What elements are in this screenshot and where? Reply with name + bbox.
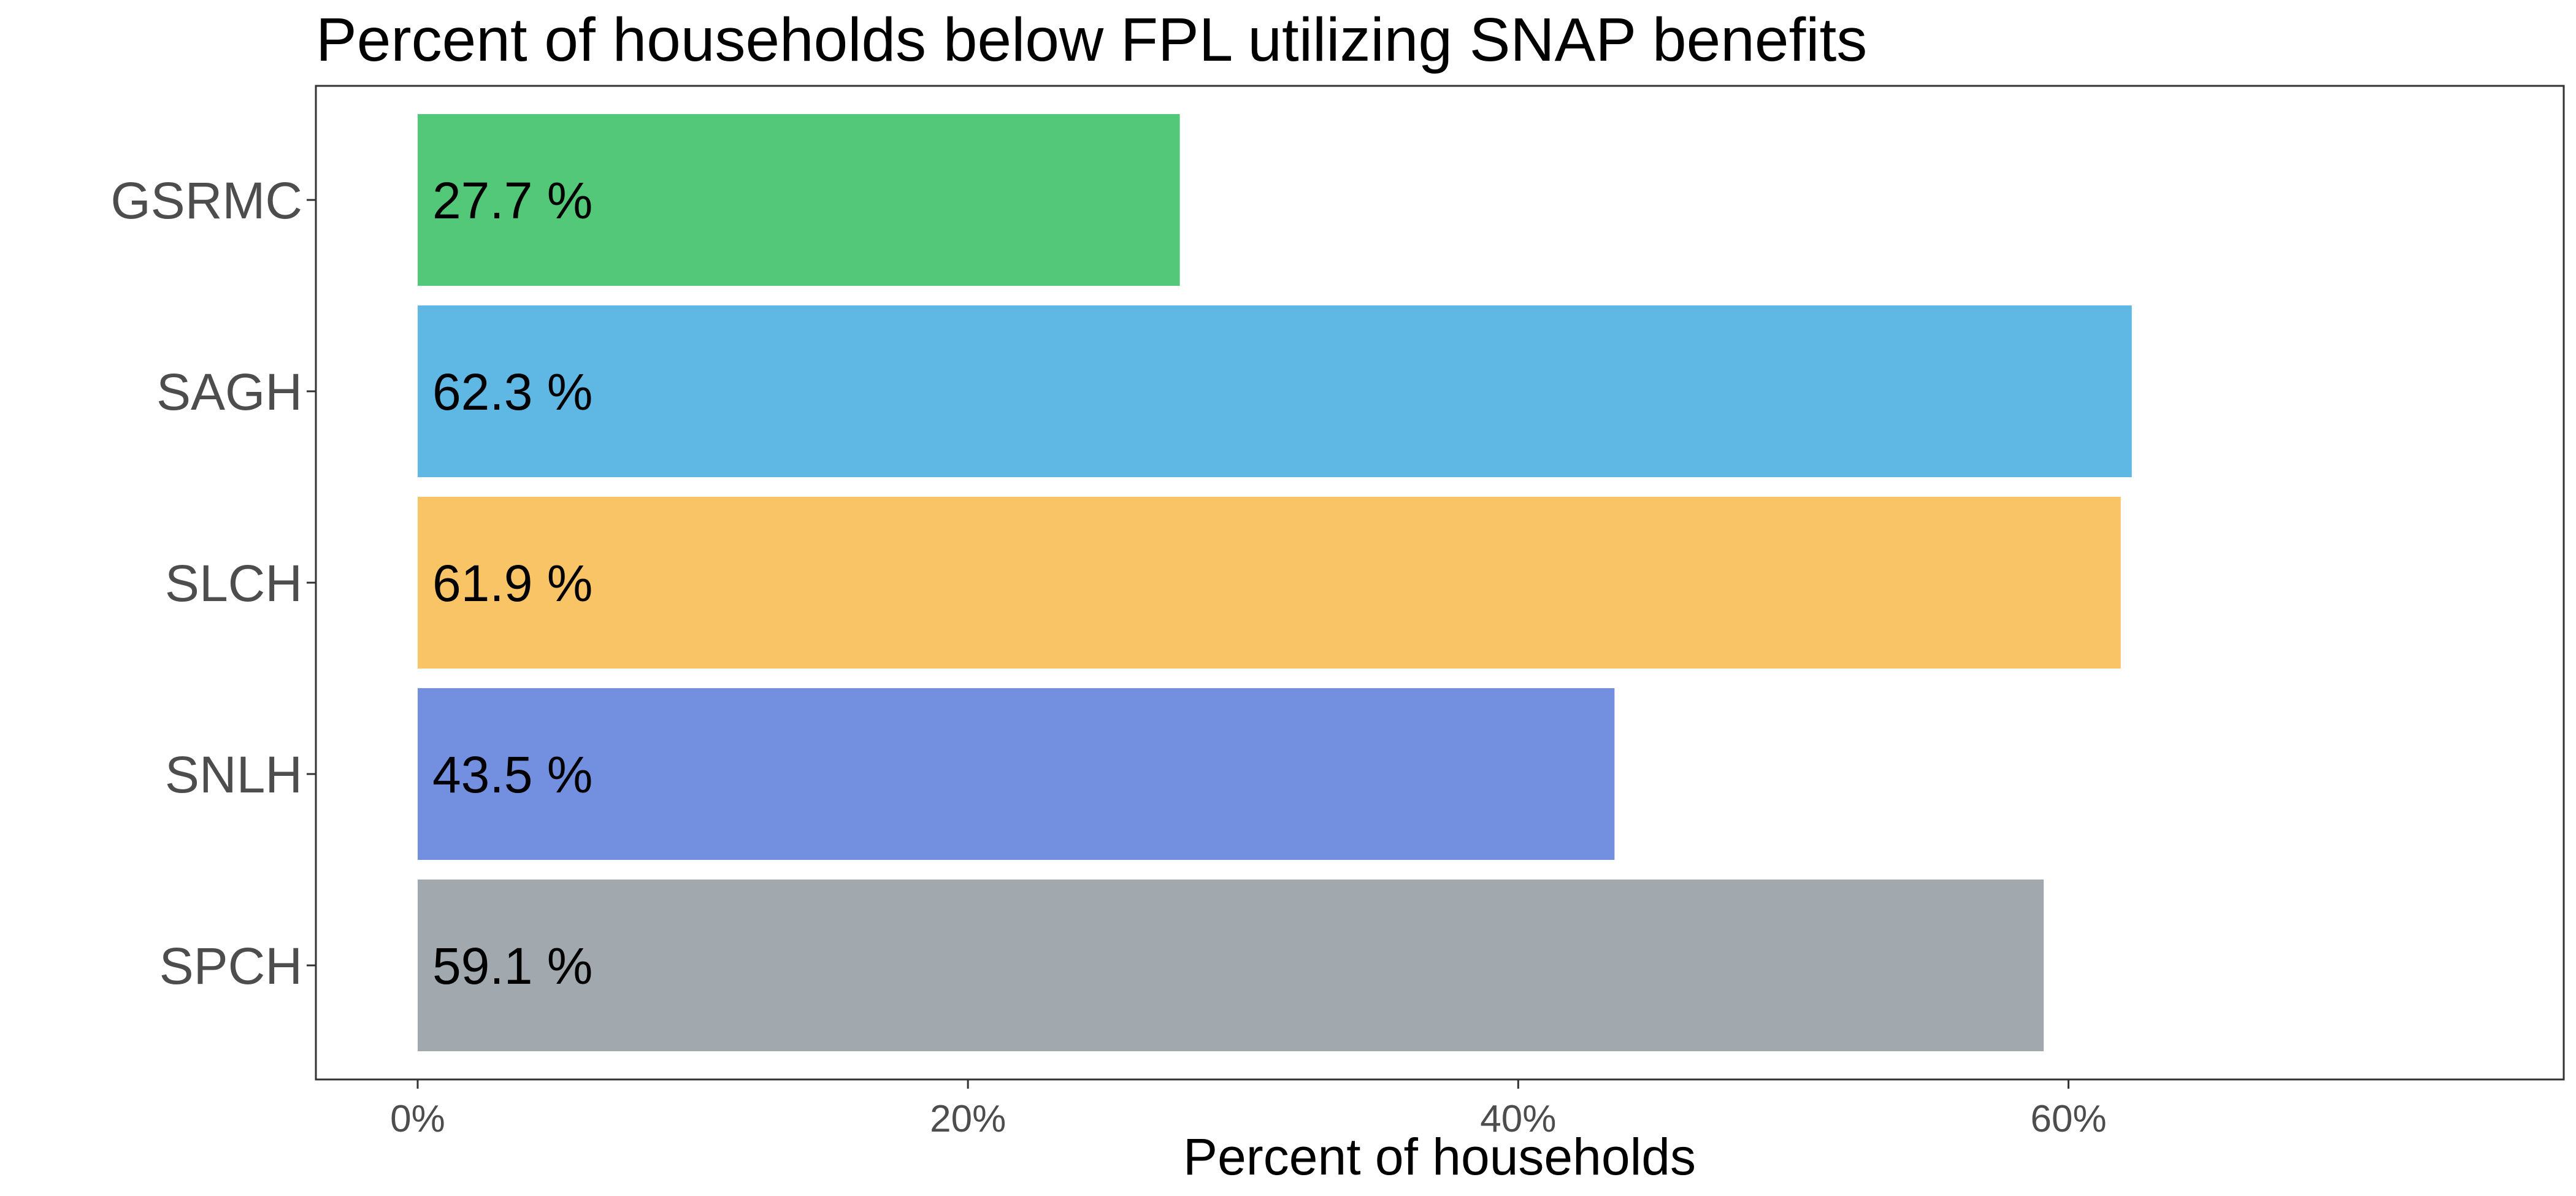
bar-label-snlh: 43.5 %: [432, 746, 593, 803]
x-tick-label-60: 60%: [2030, 1098, 2106, 1140]
x-tick-label-20: 20%: [930, 1098, 1006, 1140]
bar-sagh: [417, 305, 2132, 477]
y-tick-label-gsrmc: GSRMC: [110, 172, 302, 229]
x-tick-label-0: 0%: [390, 1098, 445, 1140]
bar-spch: [417, 880, 2044, 1051]
bar-label-slch: 61.9 %: [432, 554, 593, 612]
y-tick-label-slch: SLCH: [165, 554, 302, 612]
y-axis: GSRMC SAGH SLCH SNLH SPCH: [110, 172, 316, 995]
chart-title: Percent of households below FPL utilizin…: [316, 6, 1868, 74]
x-tick-label-40: 40%: [1480, 1098, 1556, 1140]
bars-layer: 27.7 % 62.3 % 61.9 % 43.5 % 59.1 %: [417, 114, 2132, 1051]
bar-slch: [417, 497, 2121, 669]
bar-gsrmc: [417, 114, 1180, 286]
y-tick-label-spch: SPCH: [159, 937, 302, 995]
x-axis-title: Percent of households: [1183, 1128, 1696, 1186]
bar-label-spch: 59.1 %: [432, 937, 593, 995]
y-tick-label-sagh: SAGH: [156, 363, 302, 421]
x-axis: 0% 20% 40% 60%: [390, 1079, 2107, 1140]
bar-snlh: [417, 688, 1615, 860]
bar-label-gsrmc: 27.7 %: [432, 172, 593, 229]
bar-label-sagh: 62.3 %: [432, 363, 593, 421]
y-tick-label-snlh: SNLH: [165, 746, 302, 803]
